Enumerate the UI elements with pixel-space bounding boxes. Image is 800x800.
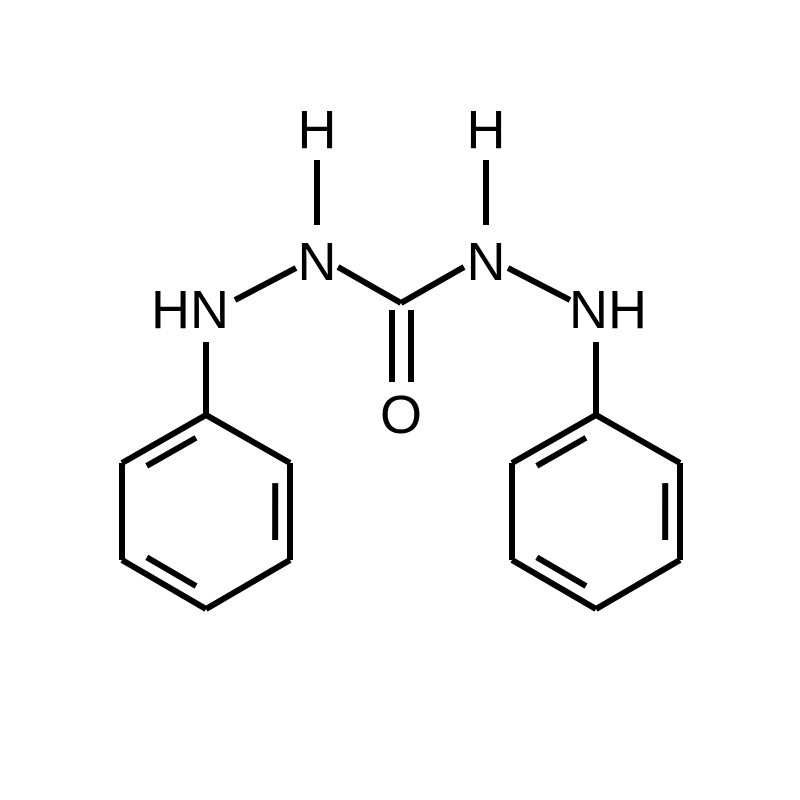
atom-label: NH <box>569 280 647 340</box>
bond <box>508 268 570 300</box>
bond <box>596 560 680 609</box>
atom-label: H <box>467 100 506 160</box>
bond <box>338 267 401 303</box>
atom-label: HN <box>151 280 229 340</box>
atom-label: O <box>380 385 422 445</box>
bond <box>206 415 290 463</box>
bond <box>235 268 296 300</box>
atom-label: N <box>298 232 337 292</box>
atom-label: H <box>298 100 337 160</box>
bond <box>206 560 290 609</box>
atom-label: N <box>467 232 506 292</box>
bond <box>596 415 680 463</box>
chemical-structure-diagram: HHNNHNNHO <box>0 0 800 800</box>
bond <box>401 267 464 303</box>
